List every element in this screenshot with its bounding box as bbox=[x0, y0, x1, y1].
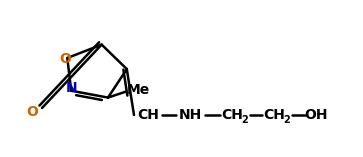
Text: OH: OH bbox=[304, 108, 328, 122]
Text: 2: 2 bbox=[242, 115, 248, 125]
Text: N: N bbox=[65, 81, 77, 95]
Text: O: O bbox=[59, 52, 71, 66]
Text: 2: 2 bbox=[284, 115, 290, 125]
Text: NH: NH bbox=[178, 108, 201, 122]
Text: Me: Me bbox=[126, 83, 150, 97]
Text: CH: CH bbox=[137, 108, 159, 122]
Text: CH: CH bbox=[263, 108, 285, 122]
Text: O: O bbox=[26, 105, 38, 119]
Text: CH: CH bbox=[221, 108, 243, 122]
